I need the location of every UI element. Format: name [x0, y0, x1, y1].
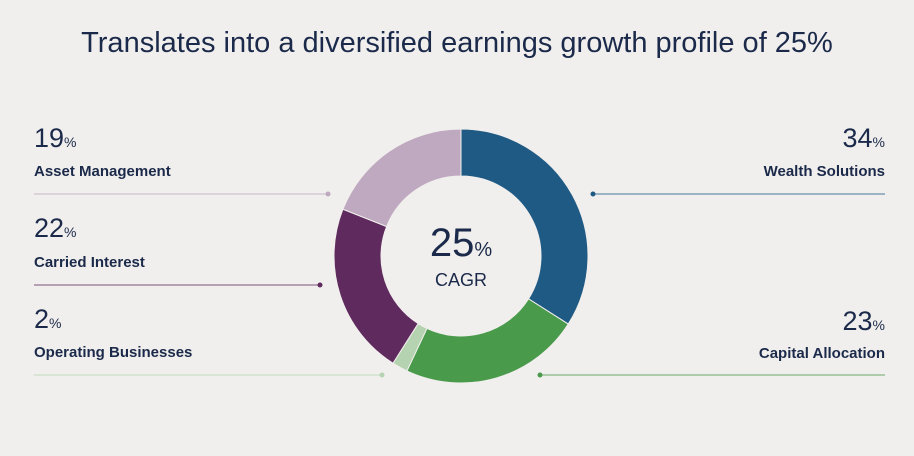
value-label: 23%	[843, 306, 886, 336]
legend-label: Capital Allocation	[759, 345, 885, 362]
value-number: 23	[843, 306, 873, 336]
value-unit: %	[49, 315, 61, 331]
legend-label: Asset Management	[34, 163, 171, 180]
value-label: 34%	[843, 123, 886, 153]
chart-title: Translates into a diversified earnings g…	[81, 27, 833, 59]
value-unit: %	[64, 134, 76, 150]
leader-dot	[317, 282, 323, 288]
value-unit: %	[64, 224, 76, 240]
leader-dot	[379, 372, 385, 378]
value-number: 22	[34, 213, 64, 243]
value-number: 34	[843, 123, 873, 153]
center-label: CAGR	[435, 270, 487, 290]
donut-segment	[342, 128, 462, 228]
legend-label: Carried Interest	[34, 254, 145, 271]
legend-label: Wealth Solutions	[764, 163, 885, 180]
value-unit: %	[873, 134, 885, 150]
leader-dot	[590, 191, 596, 197]
value-number: 2	[34, 304, 49, 334]
legend-label: Operating Businesses	[34, 344, 192, 361]
donut-segment	[460, 128, 589, 325]
center-value: 25%	[430, 221, 493, 265]
value-label: 2%	[34, 304, 61, 334]
value-unit: %	[873, 317, 885, 333]
value-number: 19	[34, 123, 64, 153]
leader-dot	[537, 372, 543, 378]
center-number: 25	[430, 221, 475, 265]
leader-dot	[325, 191, 331, 197]
center-unit: %	[474, 239, 492, 261]
value-label: 19%	[34, 123, 77, 153]
value-label: 22%	[34, 213, 77, 243]
